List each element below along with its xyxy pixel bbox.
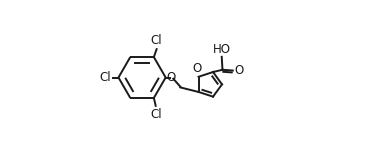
- Text: Cl: Cl: [150, 108, 161, 121]
- Text: HO: HO: [213, 43, 231, 56]
- Text: Cl: Cl: [99, 71, 110, 84]
- Text: O: O: [234, 64, 244, 77]
- Text: O: O: [193, 62, 202, 75]
- Text: O: O: [167, 71, 176, 84]
- Text: Cl: Cl: [151, 34, 162, 47]
